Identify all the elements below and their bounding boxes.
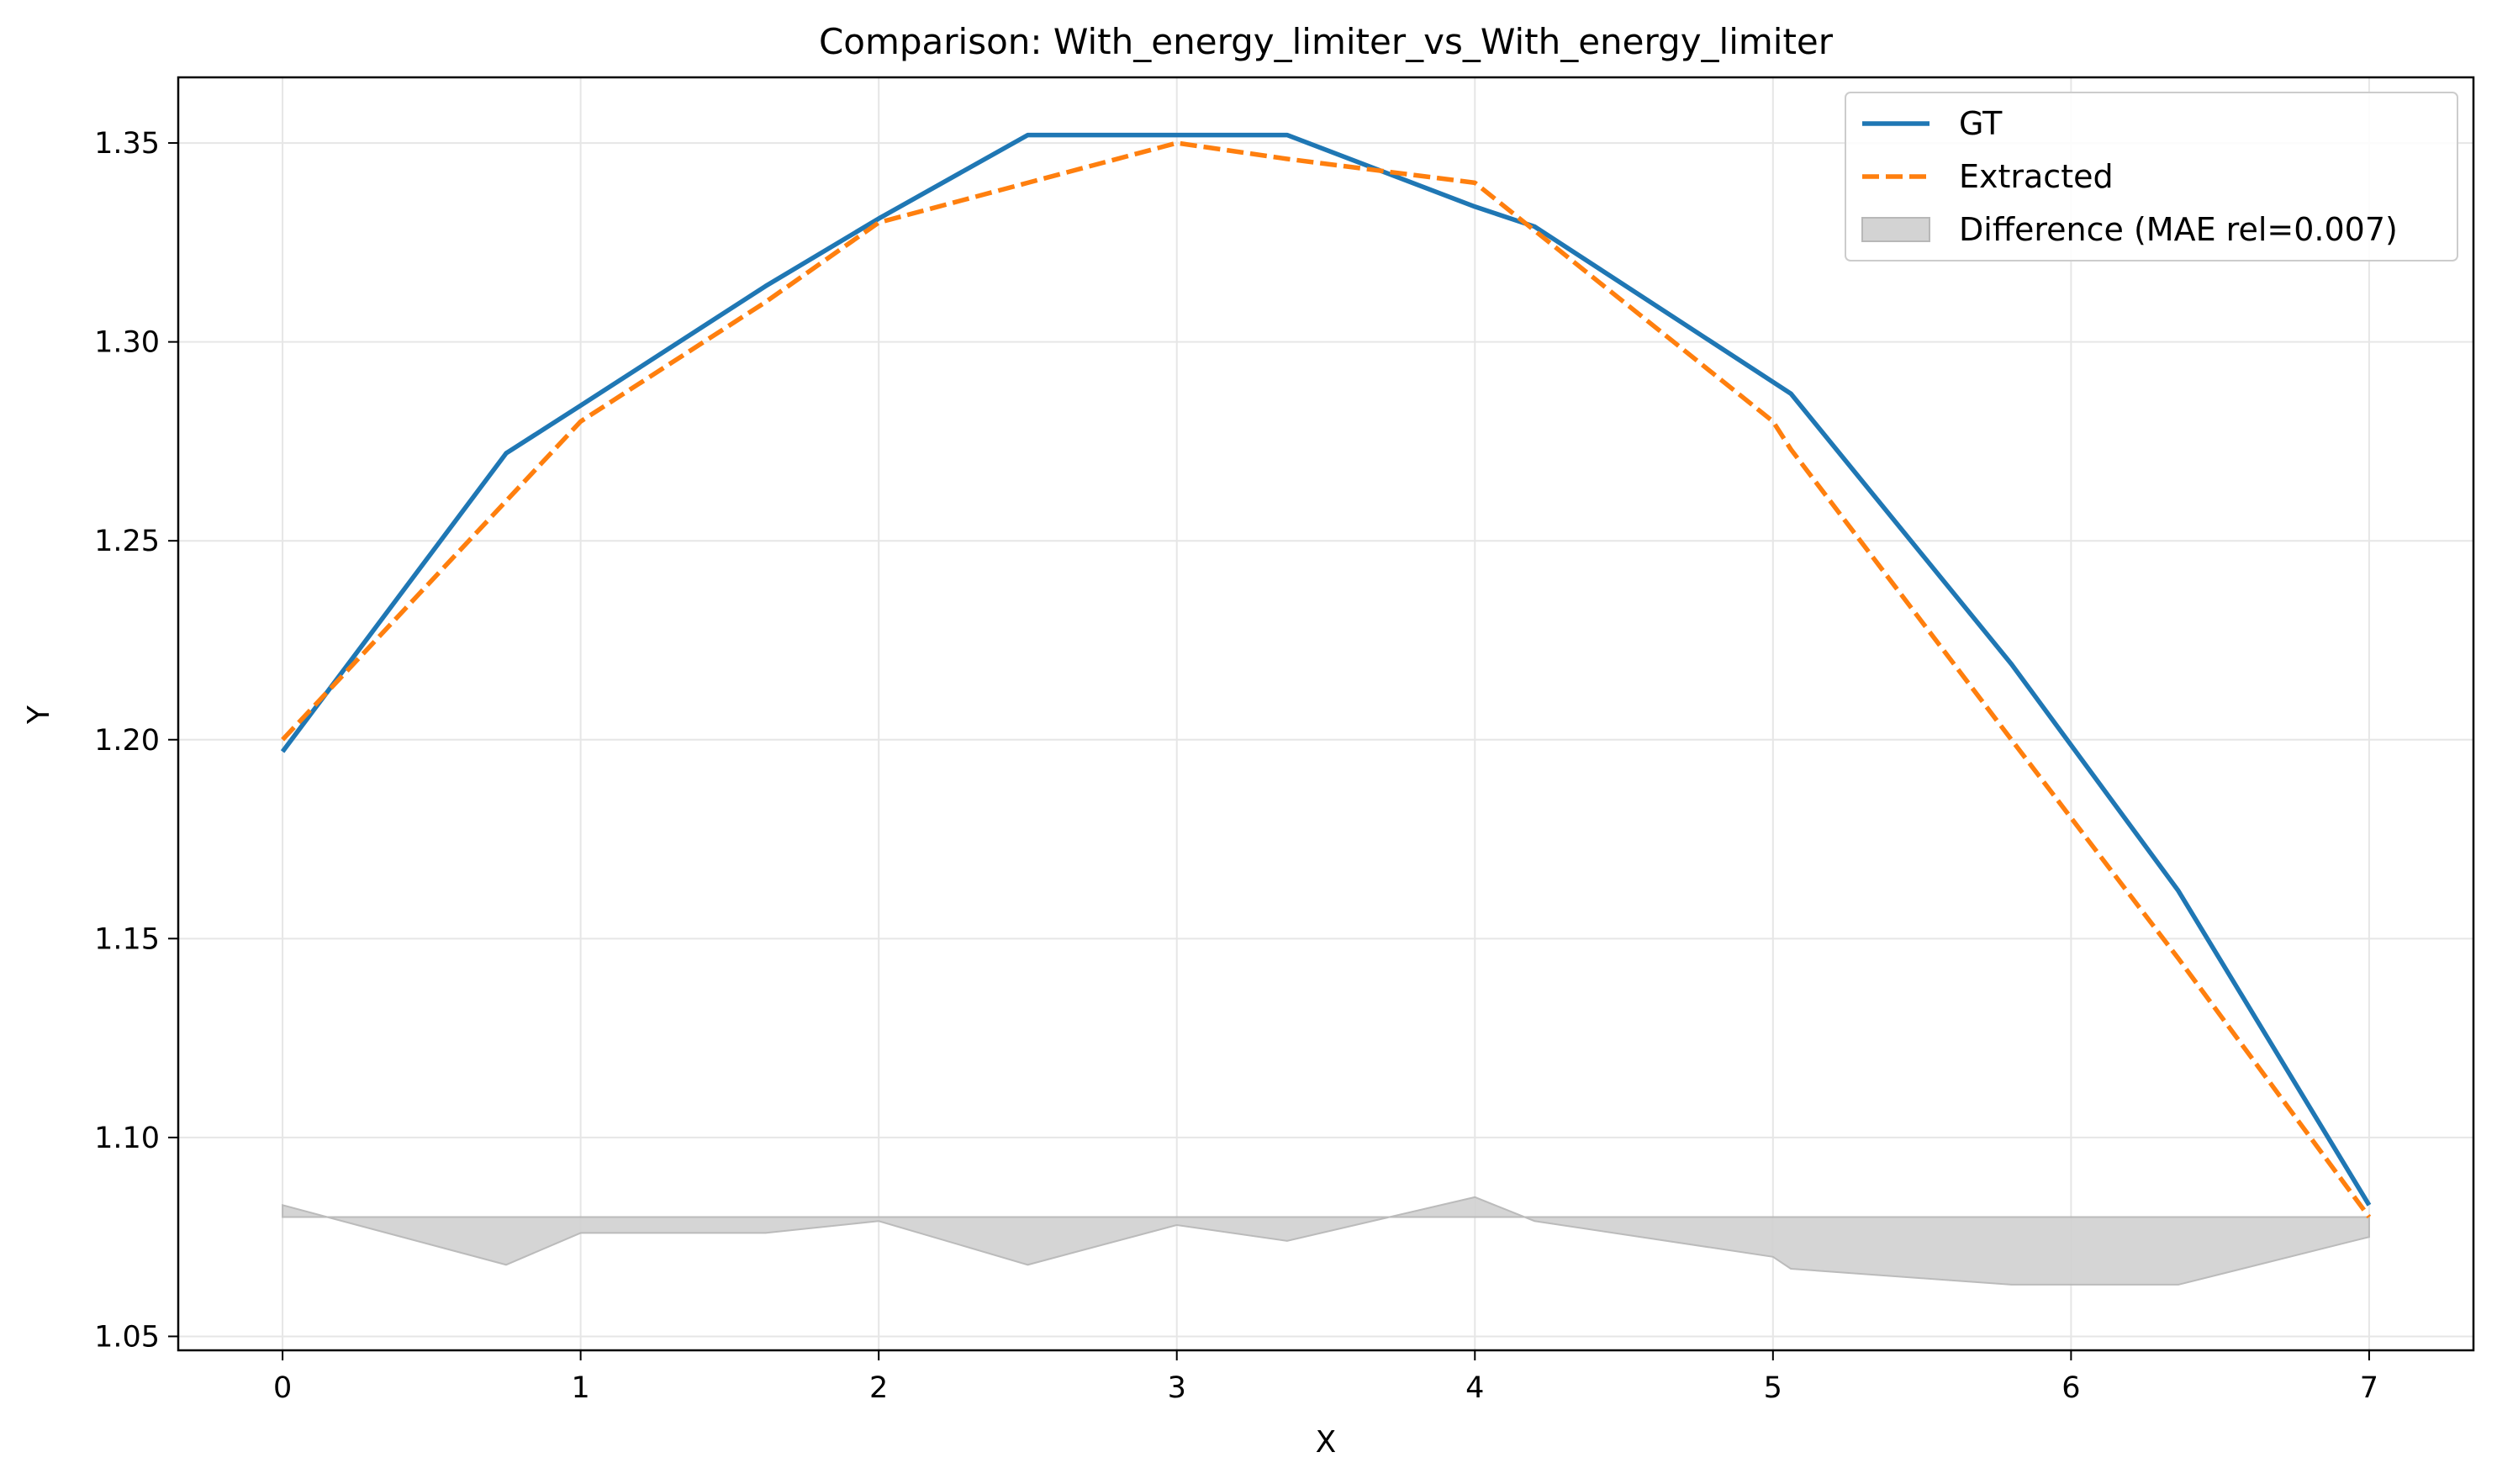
x-tick-label: 4 bbox=[1465, 1371, 1484, 1405]
plot-frame bbox=[177, 76, 2475, 1352]
legend-label: GT bbox=[1959, 105, 2003, 142]
y-tick-label: 1.10 bbox=[94, 1122, 160, 1155]
gt-line bbox=[280, 132, 2372, 1207]
extracted-line bbox=[281, 140, 2372, 1219]
legend: GT Extracted Difference (MAE rel=0.007) bbox=[1845, 92, 2458, 261]
x-axis-label: X bbox=[1316, 1425, 1337, 1460]
ticks: 0 1 2 3 4 5 6 7 1.05 1.10 1.15 1.20 1.25 1.30 1.35 bbox=[94, 127, 2378, 1405]
y-tick-label: 1.15 bbox=[94, 922, 160, 956]
x-tick-label: 5 bbox=[1764, 1371, 1782, 1405]
y-axis-label: Y bbox=[22, 705, 56, 725]
x-tick-label: 7 bbox=[2360, 1371, 2378, 1405]
legend-box bbox=[1845, 92, 2458, 261]
y-tick-label: 1.35 bbox=[94, 127, 160, 161]
x-tick-label: 6 bbox=[2061, 1371, 2080, 1405]
y-tick-label: 1.30 bbox=[94, 326, 160, 360]
grid bbox=[178, 77, 2473, 1350]
x-tick-label: 3 bbox=[1168, 1371, 1186, 1405]
y-tick-label: 1.25 bbox=[94, 525, 160, 558]
y-tick-label: 1.20 bbox=[94, 724, 160, 758]
legend-swatch-difference bbox=[1861, 217, 1930, 242]
chart-title: Comparison: With_energy_limiter_vs_With_… bbox=[819, 21, 1834, 62]
legend-label: Difference (MAE rel=0.007) bbox=[1959, 211, 2398, 248]
x-tick-label: 1 bbox=[571, 1371, 589, 1405]
difference-fill-layer bbox=[282, 1196, 2370, 1286]
y-tick-label: 1.05 bbox=[94, 1320, 160, 1354]
legend-label: Extracted bbox=[1959, 158, 2114, 195]
difference-area bbox=[282, 1196, 2370, 1286]
x-tick-label: 0 bbox=[273, 1371, 292, 1405]
series-layer bbox=[280, 132, 2372, 1219]
x-tick-label: 2 bbox=[869, 1371, 888, 1405]
